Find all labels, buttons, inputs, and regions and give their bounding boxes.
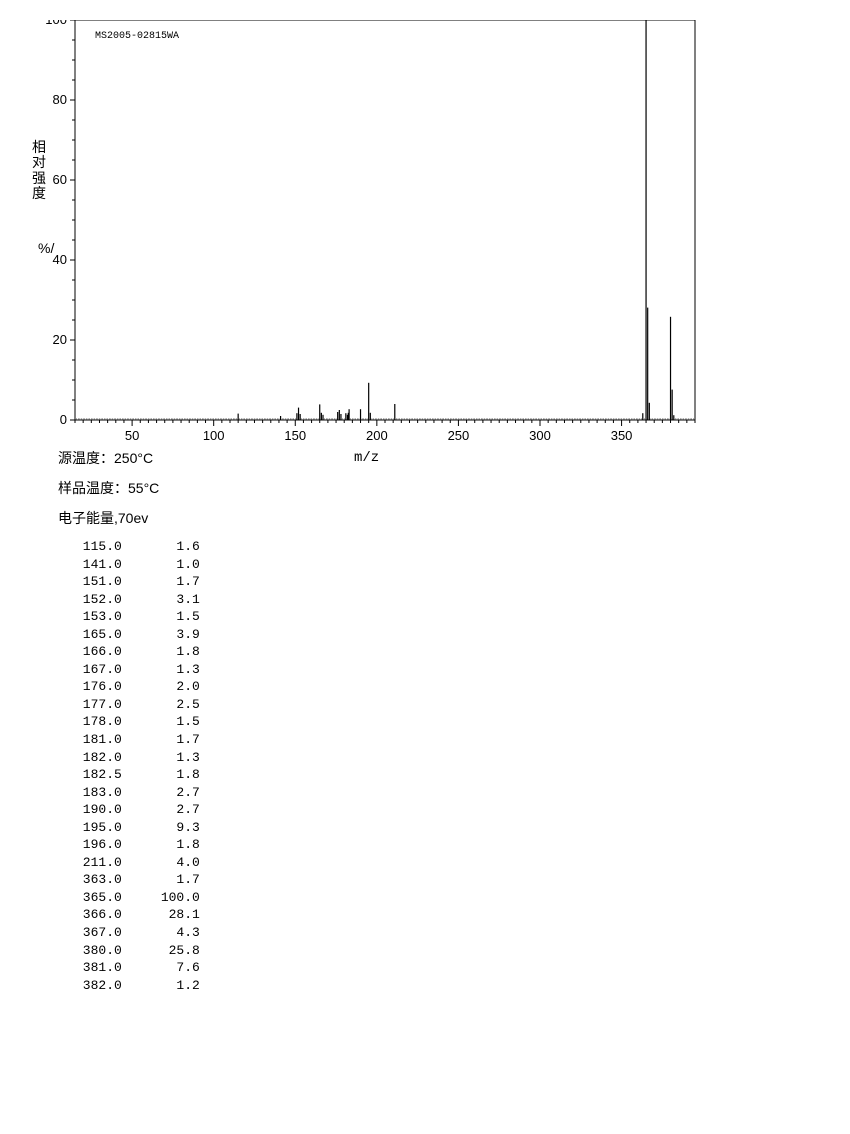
electron-energy: 电子能量,70ev xyxy=(58,508,159,528)
table-row: 167.0 1.3 xyxy=(75,661,200,679)
svg-text:250: 250 xyxy=(448,428,470,443)
table-row: 195.0 9.3 xyxy=(75,819,200,837)
table-row: 151.0 1.7 xyxy=(75,573,200,591)
svg-text:40: 40 xyxy=(53,252,67,267)
table-row: 141.0 1.0 xyxy=(75,556,200,574)
table-row: 181.0 1.7 xyxy=(75,731,200,749)
svg-text:200: 200 xyxy=(366,428,388,443)
table-row: 176.0 2.0 xyxy=(75,678,200,696)
spectrum-svg: 0 20 40 60 80 100 50 100 150 200 250 300 350 MS2005-0… xyxy=(40,20,705,460)
table-row: 380.0 25.8 xyxy=(75,942,200,960)
source-temp: 源温度：250°C xyxy=(58,448,159,468)
table-row: 367.0 4.3 xyxy=(75,924,200,942)
table-row: 183.0 2.7 xyxy=(75,784,200,802)
table-row: 166.0 1.8 xyxy=(75,643,200,661)
table-row: 381.0 7.6 xyxy=(75,959,200,977)
table-row: 152.0 3.1 xyxy=(75,591,200,609)
table-row: 182.5 1.8 xyxy=(75,766,200,784)
table-row: 365.0 100.0 xyxy=(75,889,200,907)
peak-data-table: 115.0 1.6 141.0 1.0 151.0 1.7 152.0 3.1 … xyxy=(75,538,200,994)
table-row: 115.0 1.6 xyxy=(75,538,200,556)
table-row: 382.0 1.2 xyxy=(75,977,200,995)
svg-text:MS2005-02815WA: MS2005-02815WA xyxy=(95,31,179,42)
y-axis-percent-label: %/ xyxy=(38,240,54,256)
table-row: 211.0 4.0 xyxy=(75,854,200,872)
table-row: 366.0 28.1 xyxy=(75,906,200,924)
svg-text:350: 350 xyxy=(611,428,633,443)
table-row: 153.0 1.5 xyxy=(75,608,200,626)
table-row: 178.0 1.5 xyxy=(75,713,200,731)
table-row: 177.0 2.5 xyxy=(75,696,200,714)
sample-temp: 样品温度：55°C xyxy=(58,478,159,498)
metadata-block: 源温度：250°C 样品温度：55°C 电子能量,70ev xyxy=(58,448,159,538)
svg-text:80: 80 xyxy=(53,92,67,107)
svg-text:150: 150 xyxy=(284,428,306,443)
y-axis-label: 相对强度 xyxy=(32,140,46,202)
x-axis-label: m/z xyxy=(354,450,379,466)
mass-spectrum-chart: 0 20 40 60 80 100 50 100 150 200 250 300 350 MS2005-0… xyxy=(40,20,705,465)
svg-text:100: 100 xyxy=(203,428,225,443)
svg-text:0: 0 xyxy=(60,412,67,427)
svg-text:300: 300 xyxy=(529,428,551,443)
svg-text:50: 50 xyxy=(125,428,139,443)
table-row: 165.0 3.9 xyxy=(75,626,200,644)
y-axis-label-cn: 相对强度 xyxy=(32,140,46,202)
table-row: 182.0 1.3 xyxy=(75,749,200,767)
svg-text:20: 20 xyxy=(53,332,67,347)
table-row: 196.0 1.8 xyxy=(75,836,200,854)
table-row: 363.0 1.7 xyxy=(75,871,200,889)
svg-text:100: 100 xyxy=(45,20,67,27)
table-row: 190.0 2.7 xyxy=(75,801,200,819)
svg-text:60: 60 xyxy=(53,172,67,187)
